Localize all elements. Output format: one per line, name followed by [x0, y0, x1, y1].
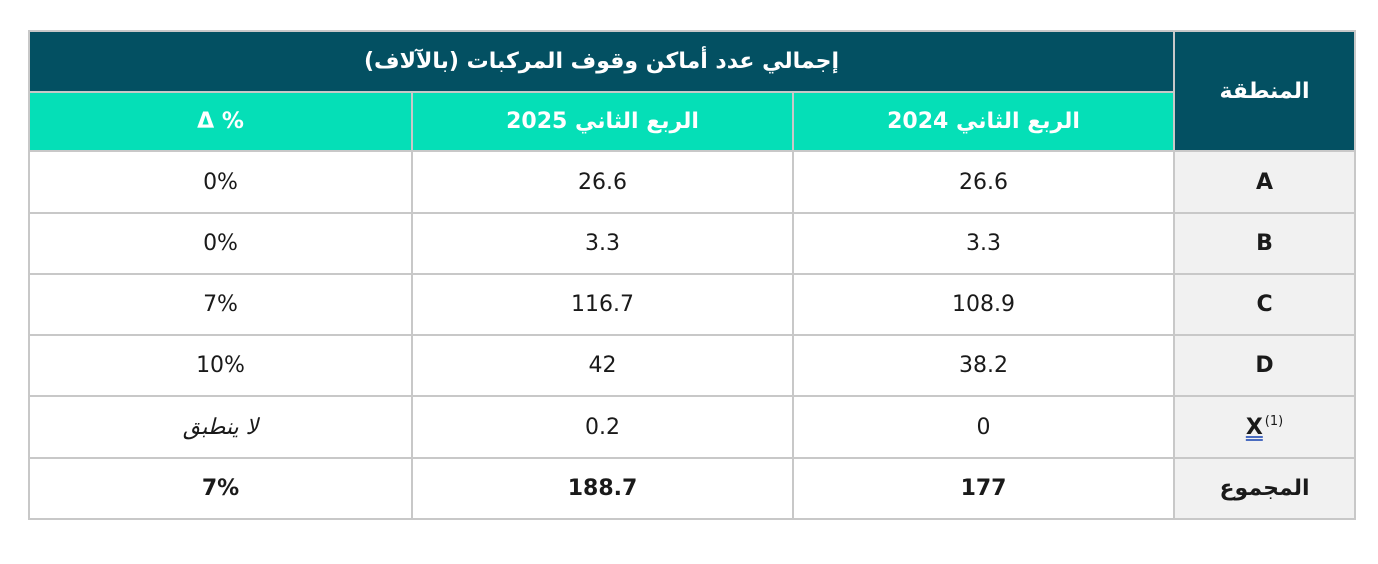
row-region-label-x: X (1)	[1173, 395, 1357, 459]
cell-q2-2025: 26.6	[411, 150, 795, 214]
total-q2-2025: 188.7	[411, 456, 795, 521]
cell-delta: 7%	[27, 272, 414, 337]
region-x-link[interactable]: X	[1245, 414, 1263, 440]
region-header: المنطقة	[1173, 29, 1357, 153]
cell-q2-2024: 38.2	[792, 334, 1176, 398]
table-row: B 3.3 3.3 0%	[27, 211, 1357, 275]
cell-q2-2024: 0	[792, 395, 1176, 459]
table-row: X (1) 0 0.2 لا ينطبق	[27, 395, 1357, 459]
cell-q2-2024: 3.3	[792, 211, 1176, 275]
total-row: المجموع 177 188.7 7%	[27, 456, 1357, 521]
footnote-marker: (1)	[1264, 414, 1284, 430]
total-delta: 7%	[27, 456, 414, 521]
row-region-label: B	[1173, 211, 1357, 275]
table-row: D 38.2 42 10%	[27, 334, 1357, 398]
cell-q2-2024: 108.9	[792, 272, 1176, 337]
group-header: إجمالي عدد أماكن وقوف المركبات (بالآلاف)	[27, 29, 1176, 94]
row-region-label: D	[1173, 334, 1357, 398]
cell-delta-not-applicable: لا ينطبق	[27, 395, 414, 459]
cell-q2-2025: 0.2	[411, 395, 795, 459]
parking-spaces-table: المنطقة إجمالي عدد أماكن وقوف المركبات (…	[27, 29, 1357, 521]
total-label: المجموع	[1173, 456, 1357, 521]
cell-q2-2025: 42	[411, 334, 795, 398]
col-header-delta: Δ %	[27, 91, 414, 153]
total-q2-2024: 177	[792, 456, 1176, 521]
col-header-q2-2024: الربع الثاني 2024	[792, 91, 1176, 153]
row-region-label: C	[1173, 272, 1357, 337]
table-row: A 26.6 26.6 0%	[27, 150, 1357, 214]
cell-delta: 0%	[27, 211, 414, 275]
col-header-q2-2025: الربع الثاني 2025	[411, 91, 795, 153]
cell-q2-2025: 3.3	[411, 211, 795, 275]
cell-q2-2025: 116.7	[411, 272, 795, 337]
cell-delta: 10%	[27, 334, 414, 398]
cell-delta: 0%	[27, 150, 414, 214]
row-region-label: A	[1173, 150, 1357, 214]
table-row: C 108.9 116.7 7%	[27, 272, 1357, 337]
cell-q2-2024: 26.6	[792, 150, 1176, 214]
